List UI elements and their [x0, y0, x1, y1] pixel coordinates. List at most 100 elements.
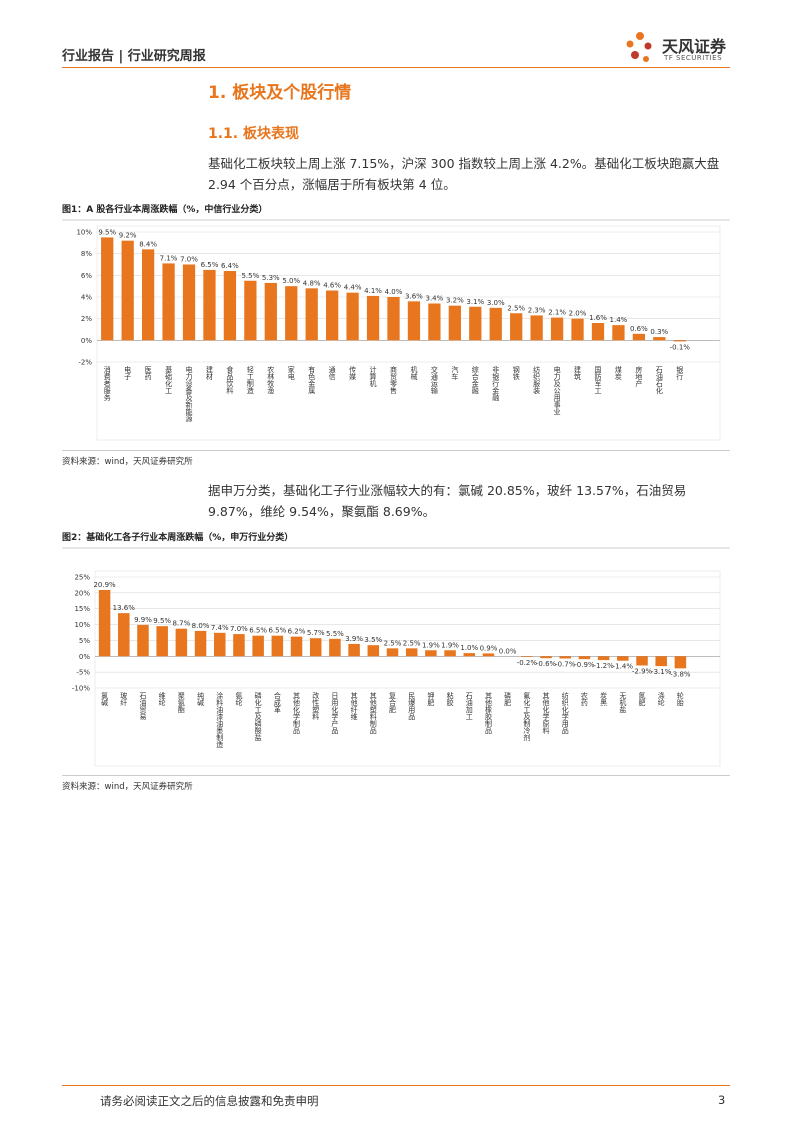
x-tick-label: 房地产 — [635, 365, 643, 388]
value-label: 9.5% — [153, 617, 171, 625]
value-label: 2.3% — [528, 306, 546, 314]
value-label: 3.1% — [466, 298, 484, 306]
x-tick-label: 氮肥 — [638, 691, 646, 707]
footer-disclaimer: 请务必阅读正文之后的信息披露和免责申明 — [100, 1094, 319, 1108]
bar — [530, 315, 543, 341]
x-tick-label: 粘胶 — [446, 691, 454, 707]
logo-icon — [626, 32, 652, 62]
value-label: -2.9% — [632, 667, 653, 675]
bar — [617, 656, 629, 661]
x-tick-label: 其他化学制品 — [293, 692, 301, 735]
value-label: 6.5% — [201, 261, 219, 269]
bar — [244, 280, 257, 341]
bar — [175, 628, 188, 657]
y-tick-label: 25% — [74, 574, 90, 582]
y-tick-label: 0% — [79, 653, 90, 661]
figure-title: 图2：基础化工各子行业本周涨跌幅（%，申万行业分类） — [62, 531, 293, 543]
x-tick-label: 计算机 — [369, 365, 377, 388]
bar — [571, 318, 584, 341]
bar — [559, 656, 571, 659]
value-label: 4.4% — [344, 284, 362, 292]
y-tick-label: -2% — [78, 359, 92, 367]
x-tick-label: 炭黑 — [600, 692, 608, 707]
x-tick-label: 农药 — [580, 691, 588, 707]
bar — [346, 292, 359, 341]
y-tick-label: -10% — [72, 685, 90, 693]
value-label: 4.8% — [303, 279, 321, 287]
bar — [386, 648, 399, 657]
bar — [233, 634, 245, 657]
bar — [98, 590, 111, 657]
value-label: 20.9% — [93, 581, 116, 589]
plot-frame — [96, 225, 721, 441]
x-tick-label: 消费者服务 — [103, 365, 111, 402]
bar — [137, 624, 149, 657]
y-tick-label: -5% — [76, 669, 90, 677]
x-tick-label: 其他塑料制品 — [369, 692, 377, 735]
figure-source: 资料来源：wind，天风证券研究所 — [62, 782, 193, 792]
x-tick-label: 家电 — [287, 365, 295, 380]
x-tick-label: 建材 — [205, 365, 213, 380]
bar — [305, 288, 318, 341]
x-tick-label: 氟化工及制冷剂 — [523, 691, 531, 742]
value-label: -3.1% — [651, 668, 672, 676]
value-label: 1.9% — [422, 641, 440, 649]
footer-rule — [62, 1085, 730, 1086]
value-label: 1.9% — [441, 641, 459, 649]
value-label: 0.3% — [650, 328, 668, 336]
value-label: 9.2% — [119, 232, 137, 240]
value-label: 4.6% — [323, 282, 341, 290]
bar — [194, 630, 207, 657]
value-label: -0.6% — [536, 660, 557, 668]
value-label: -0.9% — [574, 661, 595, 669]
x-tick-label: 石油石化 — [655, 366, 663, 395]
value-label: 1.6% — [589, 314, 607, 322]
bar — [521, 656, 533, 657]
bar — [329, 638, 341, 657]
bar — [655, 656, 667, 667]
bar — [285, 286, 298, 341]
value-label: 8.7% — [172, 620, 190, 628]
value-label: 3.5% — [364, 636, 382, 644]
x-tick-label: 石油贸易 — [139, 692, 147, 721]
figure-chart: 图1：A 股各行业本周涨跌幅（%，中信行业分类） -2% 0% 2% 4% 6% 8% 10%… — [62, 203, 730, 441]
bar — [540, 656, 552, 659]
x-tick-label: 综合金融 — [471, 365, 479, 395]
value-label: 5.7% — [307, 629, 325, 637]
bar — [271, 635, 284, 657]
bar — [469, 306, 482, 341]
value-label: 6.4% — [221, 262, 239, 270]
x-tick-label: 机械 — [410, 365, 418, 381]
value-label: 3.2% — [446, 297, 464, 305]
paragraph: 基础化工板块较上周上涨 7.15%，沪深 300 指数较上周上涨 4.2%。基础… — [208, 156, 720, 192]
bar — [612, 325, 625, 341]
bar — [632, 333, 646, 341]
value-label: 2.0% — [569, 310, 587, 318]
bar — [203, 269, 216, 341]
bar — [428, 303, 441, 341]
x-tick-label: 基础化工 — [165, 365, 173, 394]
figure-title: 图1：A 股各行业本周涨跌幅（%，中信行业分类） — [62, 203, 267, 215]
bar — [463, 653, 476, 657]
x-tick-label: 民爆用品 — [408, 692, 416, 721]
value-label: -0.1% — [670, 343, 691, 351]
x-tick-label: 食品饮料 — [226, 365, 234, 395]
x-tick-label: 商贸零售 — [390, 365, 398, 395]
x-tick-label: 纺织化学用品 — [561, 691, 569, 735]
x-tick-label: 日用化学产品 — [331, 692, 339, 735]
y-tick-label: 5% — [79, 637, 90, 645]
x-tick-label: 传媒 — [349, 365, 357, 381]
value-label: 2.5% — [507, 304, 525, 312]
source-rule — [62, 450, 730, 451]
x-tick-label: 纯碱 — [197, 691, 205, 707]
x-tick-label: 农林牧渔 — [267, 365, 275, 395]
x-tick-label: 轻工制造 — [246, 365, 254, 395]
value-label: 2.5% — [384, 639, 402, 647]
y-tick-label: 6% — [81, 272, 92, 280]
value-label: 3.6% — [405, 292, 423, 300]
header-rule — [62, 67, 730, 68]
x-tick-label: 通信 — [328, 365, 336, 381]
bar — [101, 237, 114, 341]
x-tick-label: 钢铁 — [512, 365, 520, 381]
